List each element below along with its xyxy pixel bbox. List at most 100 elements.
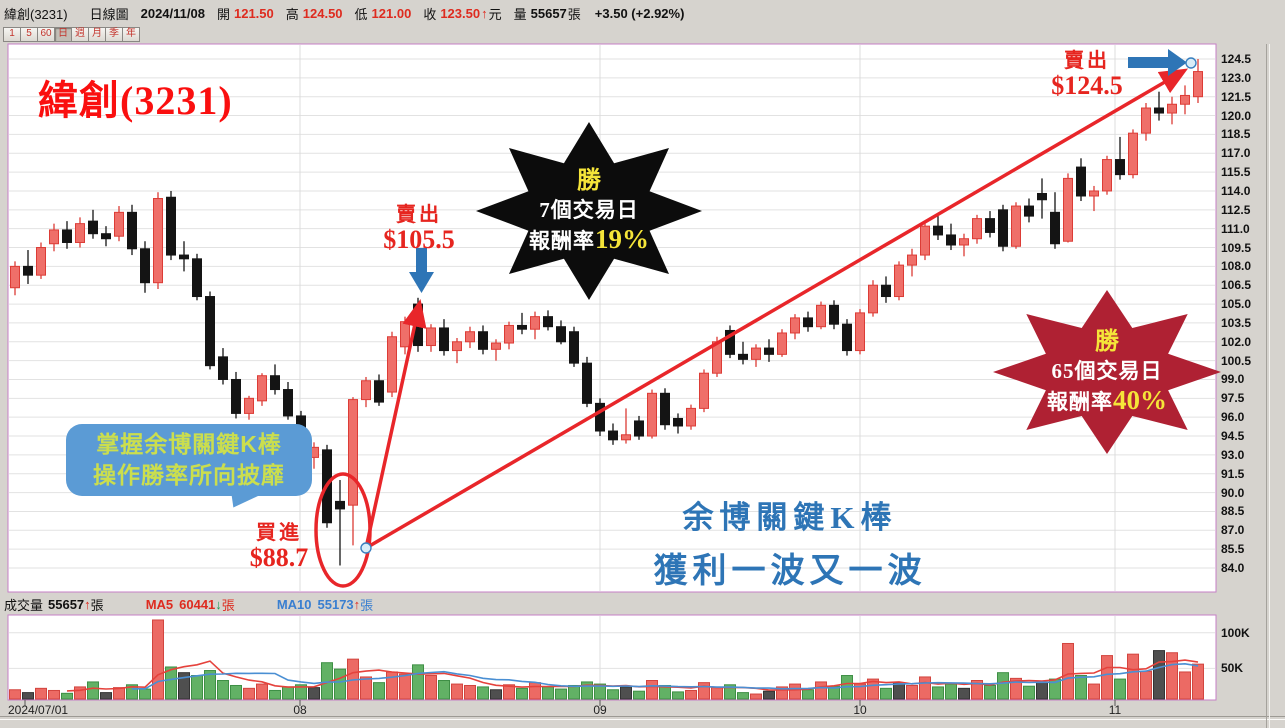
slogan-line1: 余博關鍵K棒 — [682, 500, 898, 535]
window-right-groove — [1266, 44, 1270, 728]
ma10-value: 55173 — [317, 596, 354, 612]
close-value: 123.50 — [440, 5, 481, 21]
price-tick-121.5: 121.5 — [1221, 89, 1252, 104]
volume-pane-value: 55657 — [48, 596, 85, 612]
stock-name: 緯創(3231) — [4, 6, 68, 22]
sell1-price: $105.5 — [383, 225, 455, 254]
timeframe-button-日[interactable]: 日 — [54, 27, 71, 42]
buy-annotation: 買進 $88.7 — [224, 522, 334, 573]
buy-price: $88.7 — [249, 543, 309, 572]
price-tick-87.0: 87.0 — [1221, 523, 1245, 538]
ma10-label: MA10 — [276, 596, 312, 612]
price-tick-84.0: 84.0 — [1221, 561, 1245, 575]
sell-point-marker — [1185, 57, 1197, 69]
win-badge-65days-days: 65個交易日 — [1051, 358, 1163, 383]
sell-annotation-124: 賣出 $124.5 — [1032, 50, 1142, 101]
price-tick-102.0: 102.0 — [1221, 334, 1252, 349]
chart-title: 緯創(3231) — [38, 78, 233, 123]
quote-date: 2024/11/08 — [140, 5, 205, 21]
sell-annotation-105: 賣出 $105.5 — [364, 204, 474, 255]
stock-info-bar: 緯創(3231) 日線圖 2024/11/08 開 121.50 高 124.5… — [0, 0, 1285, 26]
price-tick-109.5: 109.5 — [1221, 240, 1252, 255]
price-tick-118.5: 118.5 — [1221, 127, 1251, 142]
timeframe-button-5[interactable]: 5 — [20, 27, 37, 42]
currency-label: 元 — [488, 6, 502, 22]
win-badge-65days-win: 勝 — [1095, 328, 1119, 355]
bubble-line1: 掌握余博關鍵K棒 — [96, 430, 282, 457]
high-label: 高 — [285, 6, 299, 22]
date-tick-2024/07/01: 2024/07/01 — [8, 703, 69, 717]
price-tick-91.5: 91.5 — [1221, 466, 1245, 481]
volume-pane-header: 成交量 55657 ↑ 張 MA5 60441 ↓ 張 MA10 55173 ↑… — [4, 596, 704, 613]
price-tick-88.5: 88.5 — [1221, 504, 1245, 519]
open-value: 121.50 — [233, 5, 274, 21]
close-label: 收 — [423, 6, 437, 22]
promo-speech-bubble: 掌握余博關鍵K棒 操作勝率所向披靡 — [66, 424, 312, 496]
win-badge-65days: 勝 65個交易日 報酬率40% — [993, 290, 1221, 454]
slogan-line2: 獲利一波又一波 — [653, 553, 927, 590]
timeframe-toolbar: 1 5 60 日週月季年 — [3, 27, 140, 42]
price-tick-108.0: 108.0 — [1221, 259, 1252, 274]
sell1-label: 賣出 — [396, 204, 442, 226]
open-label: 開 — [216, 6, 230, 22]
return-label: 報酬率 — [529, 229, 595, 254]
ma5-unit: 張 — [221, 597, 235, 613]
sell2-price: $124.5 — [1051, 71, 1123, 100]
date-axis: 2024/07/01 08 09 10 11 — [0, 703, 1285, 719]
win-badge-7days: 勝 7個交易日 報酬率19% — [476, 122, 702, 300]
timeframe-button-年[interactable]: 年 — [122, 27, 140, 42]
buy-point-marker — [360, 542, 372, 554]
date-tick-11: 11 — [1108, 703, 1122, 717]
price-tick-99.0: 99.0 — [1221, 372, 1245, 387]
timeframe-button-1[interactable]: 1 — [3, 27, 20, 42]
volume-up-arrow-icon: ↑ — [84, 596, 91, 612]
change-value: +3.50 (+2.92%) — [594, 5, 685, 21]
low-value: 121.00 — [371, 5, 412, 21]
date-tick-10: 10 — [853, 703, 867, 717]
win-badge-7days-days: 7個交易日 — [539, 197, 639, 222]
price-tick-100.5: 100.5 — [1221, 353, 1252, 368]
timeframe-button-60[interactable]: 60 — [37, 27, 54, 42]
price-tick-114.0: 114.0 — [1221, 183, 1251, 198]
return-label: 報酬率 — [1047, 390, 1113, 415]
volume-pane-label: 成交量 — [4, 597, 44, 613]
price-tick-94.5: 94.5 — [1221, 429, 1245, 444]
period-label: 日線圖 — [89, 6, 129, 22]
win-badge-65days-return: 報酬率40% — [1047, 385, 1167, 416]
price-tick-124.5: 124.5 — [1221, 52, 1252, 66]
trade-annotations — [314, 49, 1197, 588]
price-tick-117.0: 117.0 — [1221, 146, 1251, 161]
price-tick-115.5: 115.5 — [1221, 165, 1251, 180]
timeframe-button-月[interactable]: 月 — [88, 27, 105, 42]
price-tick-120.0: 120.0 — [1221, 108, 1252, 123]
ma5-label: MA5 — [145, 596, 174, 612]
price-tick-111.0: 111.0 — [1221, 221, 1250, 236]
ma5-down-arrow-icon: ↓ — [215, 596, 222, 612]
win-badge-7days-win: 勝 — [577, 167, 601, 194]
up-arrow-icon: ↑ — [481, 5, 488, 21]
promo-slogan: 余博關鍵K棒 獲利一波又一波 — [600, 492, 980, 592]
ma5-value: 60441 — [179, 596, 216, 612]
volume-value: 55657 — [530, 5, 567, 21]
timeframe-button-季[interactable]: 季 — [105, 27, 122, 42]
ma10-line — [132, 662, 1199, 690]
blue-down-arrow-icon — [409, 248, 434, 293]
price-tick-123.0: 123.0 — [1221, 70, 1252, 85]
price-tick-85.5: 85.5 — [1221, 542, 1245, 557]
price-tick-96.0: 96.0 — [1221, 410, 1245, 425]
price-tick-90.0: 90.0 — [1221, 485, 1245, 500]
timeframe-button-週[interactable]: 週 — [71, 27, 88, 42]
volume-unit: 張 — [567, 6, 581, 22]
price-tick-103.5: 103.5 — [1221, 315, 1252, 330]
price-tick-97.5: 97.5 — [1221, 391, 1245, 406]
high-value: 124.50 — [302, 5, 343, 21]
bubble-line2: 操作勝率所向披靡 — [93, 462, 285, 488]
return-value: 40% — [1113, 385, 1167, 416]
volume-pane-unit: 張 — [90, 597, 104, 613]
date-tick-08: 08 — [293, 703, 307, 717]
window-bottom-groove — [0, 716, 1285, 720]
buy-label: 買進 — [256, 522, 302, 544]
ma10-up-arrow-icon: ↑ — [353, 596, 361, 612]
sell2-label: 賣出 — [1064, 50, 1110, 72]
